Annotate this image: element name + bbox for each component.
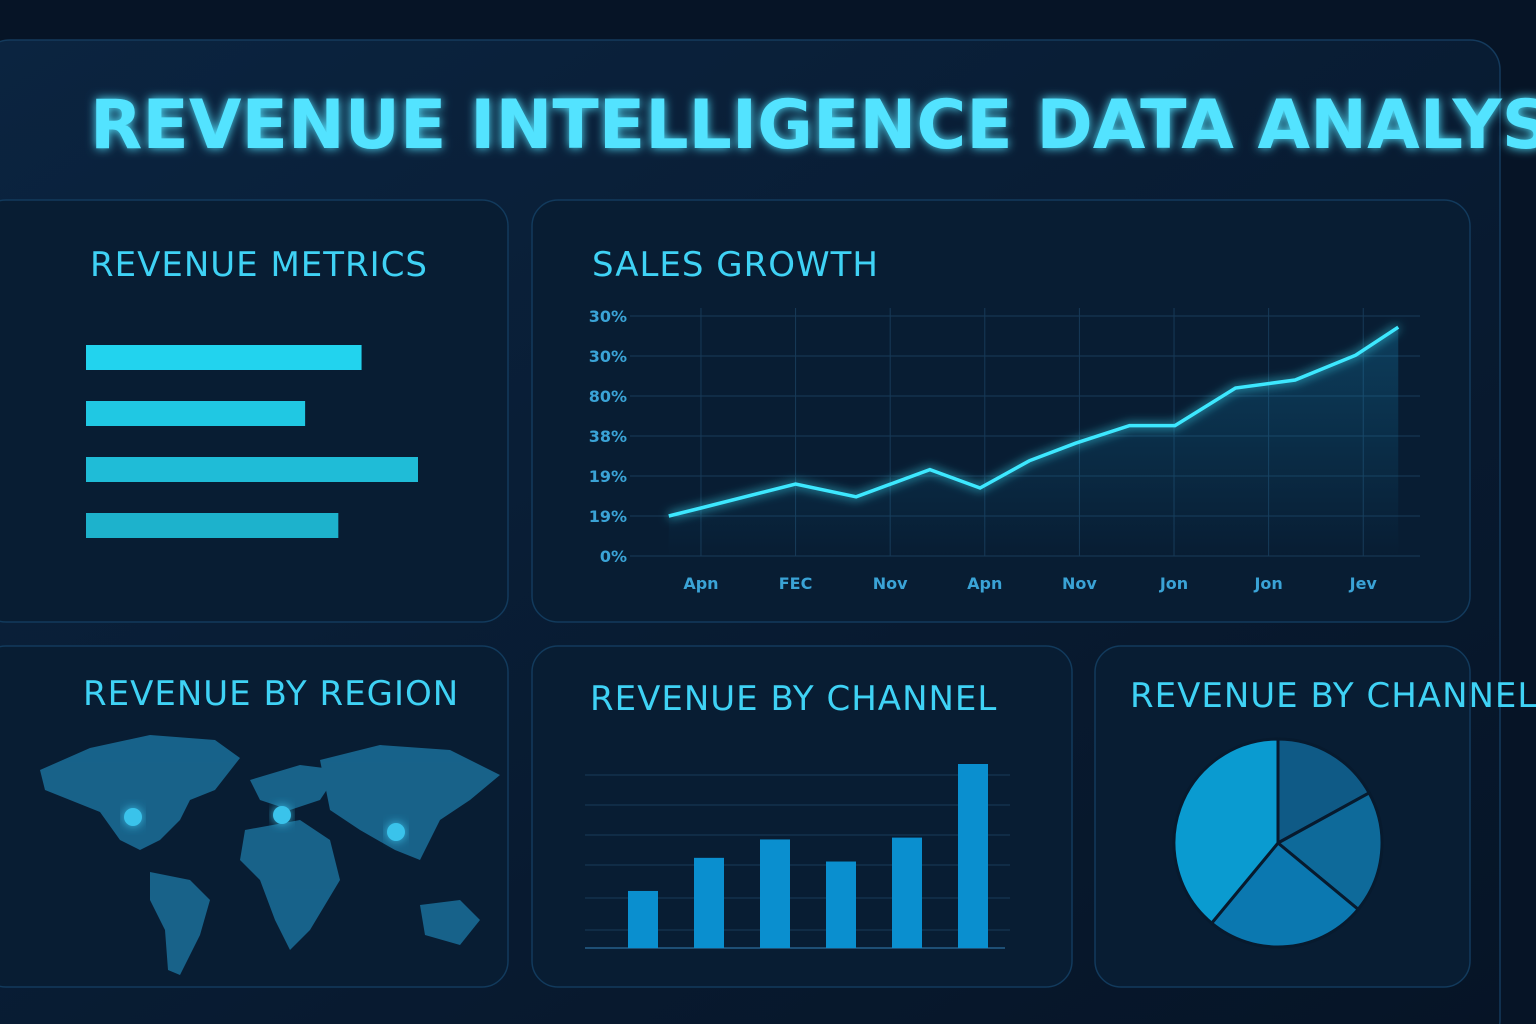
bar xyxy=(86,401,306,426)
y-tick-label: 19% xyxy=(589,467,627,486)
bar xyxy=(694,857,724,948)
x-tick-label: Nov xyxy=(873,574,908,593)
pie-slice xyxy=(1172,737,1280,926)
y-tick-label: 30% xyxy=(589,307,627,326)
panel-title: REVENUE BY REGION xyxy=(83,674,459,714)
panel xyxy=(531,645,1073,988)
y-tick-label: 30% xyxy=(589,347,627,366)
page-title: REVENUE INTELLIGENCE DATA ANALYSIS xyxy=(90,86,1536,165)
x-tick-label: Jev xyxy=(1349,574,1378,593)
pie-slice xyxy=(1209,840,1361,949)
south-america xyxy=(150,872,210,975)
europe xyxy=(250,765,340,810)
chart-title: REVENUE BY CHANNEL xyxy=(1130,676,1536,716)
bar xyxy=(892,837,922,948)
y-tick-label: 19% xyxy=(589,507,627,526)
x-tick-label: FEC xyxy=(779,574,813,593)
north-america xyxy=(40,735,240,850)
x-tick-label: Jon xyxy=(1253,574,1282,593)
chart-title: REVENUE BY CHANNEL xyxy=(590,679,997,719)
bar xyxy=(86,513,339,538)
region-dot xyxy=(387,823,405,841)
australia xyxy=(420,900,480,945)
bar xyxy=(628,890,658,948)
pie-slice xyxy=(1276,737,1372,846)
africa xyxy=(240,820,340,950)
bar xyxy=(826,861,856,948)
world-map xyxy=(40,735,500,975)
panel xyxy=(0,645,509,988)
y-tick-label: 38% xyxy=(589,427,627,446)
bar xyxy=(958,764,988,948)
bar xyxy=(86,345,362,370)
bar xyxy=(760,839,790,948)
region-dot xyxy=(273,806,291,824)
bar xyxy=(86,457,418,482)
x-tick-label: Jon xyxy=(1159,574,1188,593)
chart-title: SALES GROWTH xyxy=(592,245,879,285)
x-tick-label: Nov xyxy=(1062,574,1097,593)
pie-slice xyxy=(1275,790,1384,912)
y-tick-label: 0% xyxy=(600,547,627,566)
area xyxy=(668,327,1399,556)
asia xyxy=(320,745,500,860)
region-dot xyxy=(124,808,142,826)
y-tick-label: 80% xyxy=(589,387,627,406)
line xyxy=(668,325,1400,518)
chart-title: REVENUE METRICS xyxy=(90,245,428,285)
x-tick-label: Apn xyxy=(967,574,1002,593)
x-tick-label: Apn xyxy=(683,574,718,593)
